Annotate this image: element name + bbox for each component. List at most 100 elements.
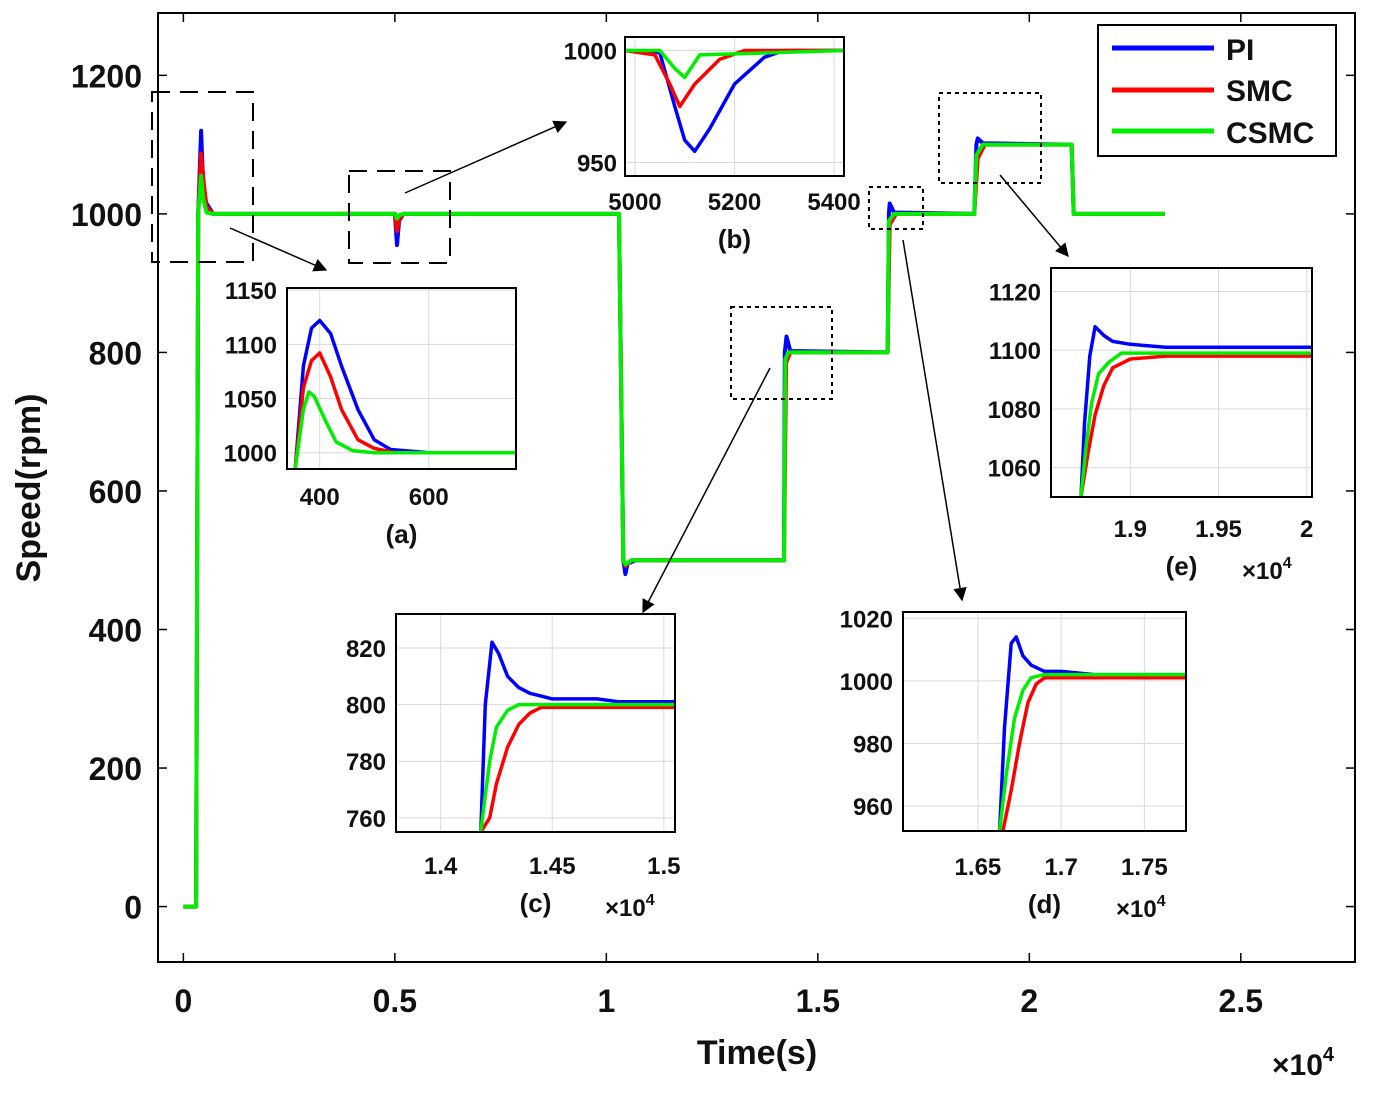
legend-label-csmc: CSMC (1226, 117, 1314, 150)
series-line-csmc (183, 142, 1165, 909)
inset-a-caption: (a) (386, 519, 418, 549)
x-axis-multiplier-base: ×10 (1272, 1049, 1323, 1082)
zoom-box-a (151, 91, 254, 263)
inset-d-y-tick-label-1020: 1020 (840, 606, 893, 633)
legend-label-smc: SMC (1226, 75, 1293, 108)
x-axis-label: Time(s) (697, 1034, 817, 1072)
inset-a-y-tick-label-1100: 1100 (225, 332, 277, 359)
x-tick-label-0-5: 0.5 (373, 983, 417, 1019)
x-tick-label-1-5: 1.5 (796, 983, 840, 1019)
inset-c-x-multiplier-exponent: 4 (646, 892, 655, 909)
inset-d-caption: (d) (1028, 889, 1061, 919)
inset-c-x-multiplier-base: ×10 (605, 895, 646, 922)
arrow-to-inset-d (902, 239, 967, 602)
inset-b: 5000 5200 5400 950 1000 (b) (564, 36, 861, 254)
inset-d-y-tick-label-980: 980 (853, 731, 893, 758)
inset-a-background (287, 288, 516, 469)
inset-e: 1.9 1.95 2 1060 1080 1100 1120 (e) ×104 (988, 267, 1313, 585)
inset-e-y-tick-label-1080: 1080 (988, 397, 1041, 424)
inset-c-line-smc (479, 705, 675, 832)
inset-c-background (396, 614, 675, 832)
x-tick-label-2-5: 2.5 (1219, 983, 1263, 1019)
inset-b-series (625, 48, 844, 154)
inset-e-y-tick-label-1060: 1060 (988, 456, 1041, 483)
x-tick-label-0: 0 (174, 983, 192, 1019)
arrow-to-inset-c (642, 367, 771, 614)
inset-e-x-tick-label-1-95: 1.95 (1195, 516, 1242, 543)
inset-c: 1.4 1.45 1.5 760 780 800 820 (c) ×104 (346, 613, 681, 922)
main-series-group (183, 128, 1165, 909)
inset-c-x-multiplier: ×104 (605, 892, 655, 922)
inset-d-x-multiplier-exponent: 4 (1157, 893, 1166, 910)
main-axes-group: 0 200 400 600 800 1000 1200 0 0.5 1 1.5 2 2.5 (71, 13, 1355, 1019)
inset-d-x-tick-label-1-7: 1.7 (1044, 854, 1077, 881)
inset-c-y-tick-label-820: 820 (346, 636, 386, 663)
zoom-arrows (229, 120, 1069, 614)
legend-entry-pi: PI (1112, 34, 1254, 67)
inset-c-y-tick-label-780: 780 (346, 749, 386, 776)
inset-d-series (997, 635, 1186, 831)
y-tick-label-1200: 1200 (71, 58, 142, 94)
insets-group: 400 600 1000 1050 1100 1150 (a) 5000 5200 5400 950… (224, 36, 1313, 923)
zoom-box-e (938, 92, 1042, 184)
inset-d-y-tick-label-1000: 1000 (840, 669, 893, 696)
inset-e-x-multiplier-exponent: 4 (1283, 555, 1292, 572)
arrow-to-inset-e (999, 174, 1069, 258)
inset-c-line-csmc (479, 702, 675, 832)
inset-c-series (479, 640, 675, 832)
inset-b-x-tick-label-5200: 5200 (708, 189, 761, 216)
inset-e-y-tick-label-1120: 1120 (989, 279, 1041, 306)
x-axis-multiplier: ×104 (1272, 1044, 1335, 1082)
legend-entry-smc: SMC (1112, 75, 1293, 108)
x-tick-label-2: 2 (1020, 983, 1038, 1019)
inset-b-line-csmc (625, 48, 844, 80)
arrow-to-inset-a (229, 227, 328, 272)
inset-b-frame (624, 36, 845, 177)
inset-e-series (1079, 324, 1312, 497)
legend-entry-csmc: CSMC (1112, 117, 1314, 150)
inset-e-line-csmc (1079, 351, 1312, 497)
legend-label-pi: PI (1226, 34, 1254, 67)
y-tick-label-0: 0 (124, 890, 142, 926)
y-tick-label-800: 800 (89, 335, 142, 371)
inset-d-frame (902, 611, 1187, 832)
y-tick-label-200: 200 (89, 751, 142, 787)
x-axis-multiplier-exponent: 4 (1323, 1044, 1335, 1066)
inset-c-x-tick-label-1-45: 1.45 (529, 853, 576, 880)
inset-a-y-tick-label-1150: 1150 (225, 278, 277, 305)
inset-e-x-multiplier-base: ×10 (1242, 558, 1283, 585)
inset-e-x-tick-label-2: 2 (1300, 516, 1313, 543)
inset-a-y-tick-label-1000: 1000 (224, 441, 277, 468)
inset-a-series (293, 318, 516, 469)
inset-b-x-tick-label-5400: 5400 (807, 189, 860, 216)
inset-a-y-tick-label-1050: 1050 (224, 387, 277, 414)
y-tick-label-1000: 1000 (71, 197, 142, 233)
inset-a-line-csmc (293, 390, 516, 469)
inset-e-x-tick-label-1-9: 1.9 (1114, 516, 1147, 543)
y-axis-label: Speed(rpm) (10, 394, 48, 583)
inset-a-x-tick-label-600: 600 (409, 484, 449, 511)
inset-d-x-tick-label-1-75: 1.75 (1121, 854, 1168, 881)
inset-a: 400 600 1000 1050 1100 1150 (a) (224, 278, 517, 549)
inset-e-caption: (e) (1166, 551, 1198, 581)
y-tick-label-600: 600 (89, 474, 142, 510)
inset-b-caption: (b) (718, 224, 751, 254)
inset-d-line-csmc (997, 672, 1186, 831)
inset-b-y-tick-label-950: 950 (577, 151, 617, 178)
zoom-box-d (868, 186, 924, 230)
inset-d: 1.65 1.7 1.75 960 980 1000 1020 (d) ×104 (840, 606, 1187, 923)
inset-c-frame (395, 613, 676, 833)
inset-c-y-tick-label-800: 800 (346, 693, 386, 720)
inset-b-x-tick-label-5000: 5000 (608, 189, 661, 216)
inset-d-x-tick-label-1-65: 1.65 (955, 854, 1002, 881)
inset-d-x-multiplier: ×104 (1116, 893, 1166, 923)
inset-e-x-multiplier: ×104 (1242, 555, 1292, 585)
inset-a-frame (286, 287, 517, 470)
inset-e-frame (1050, 267, 1313, 498)
inset-e-background (1051, 268, 1312, 497)
zoom-boxes (151, 91, 1042, 400)
y-tick-label-400: 400 (89, 613, 142, 649)
legend: PI SMC CSMC (1097, 24, 1337, 157)
inset-c-y-tick-label-760: 760 (346, 806, 386, 833)
